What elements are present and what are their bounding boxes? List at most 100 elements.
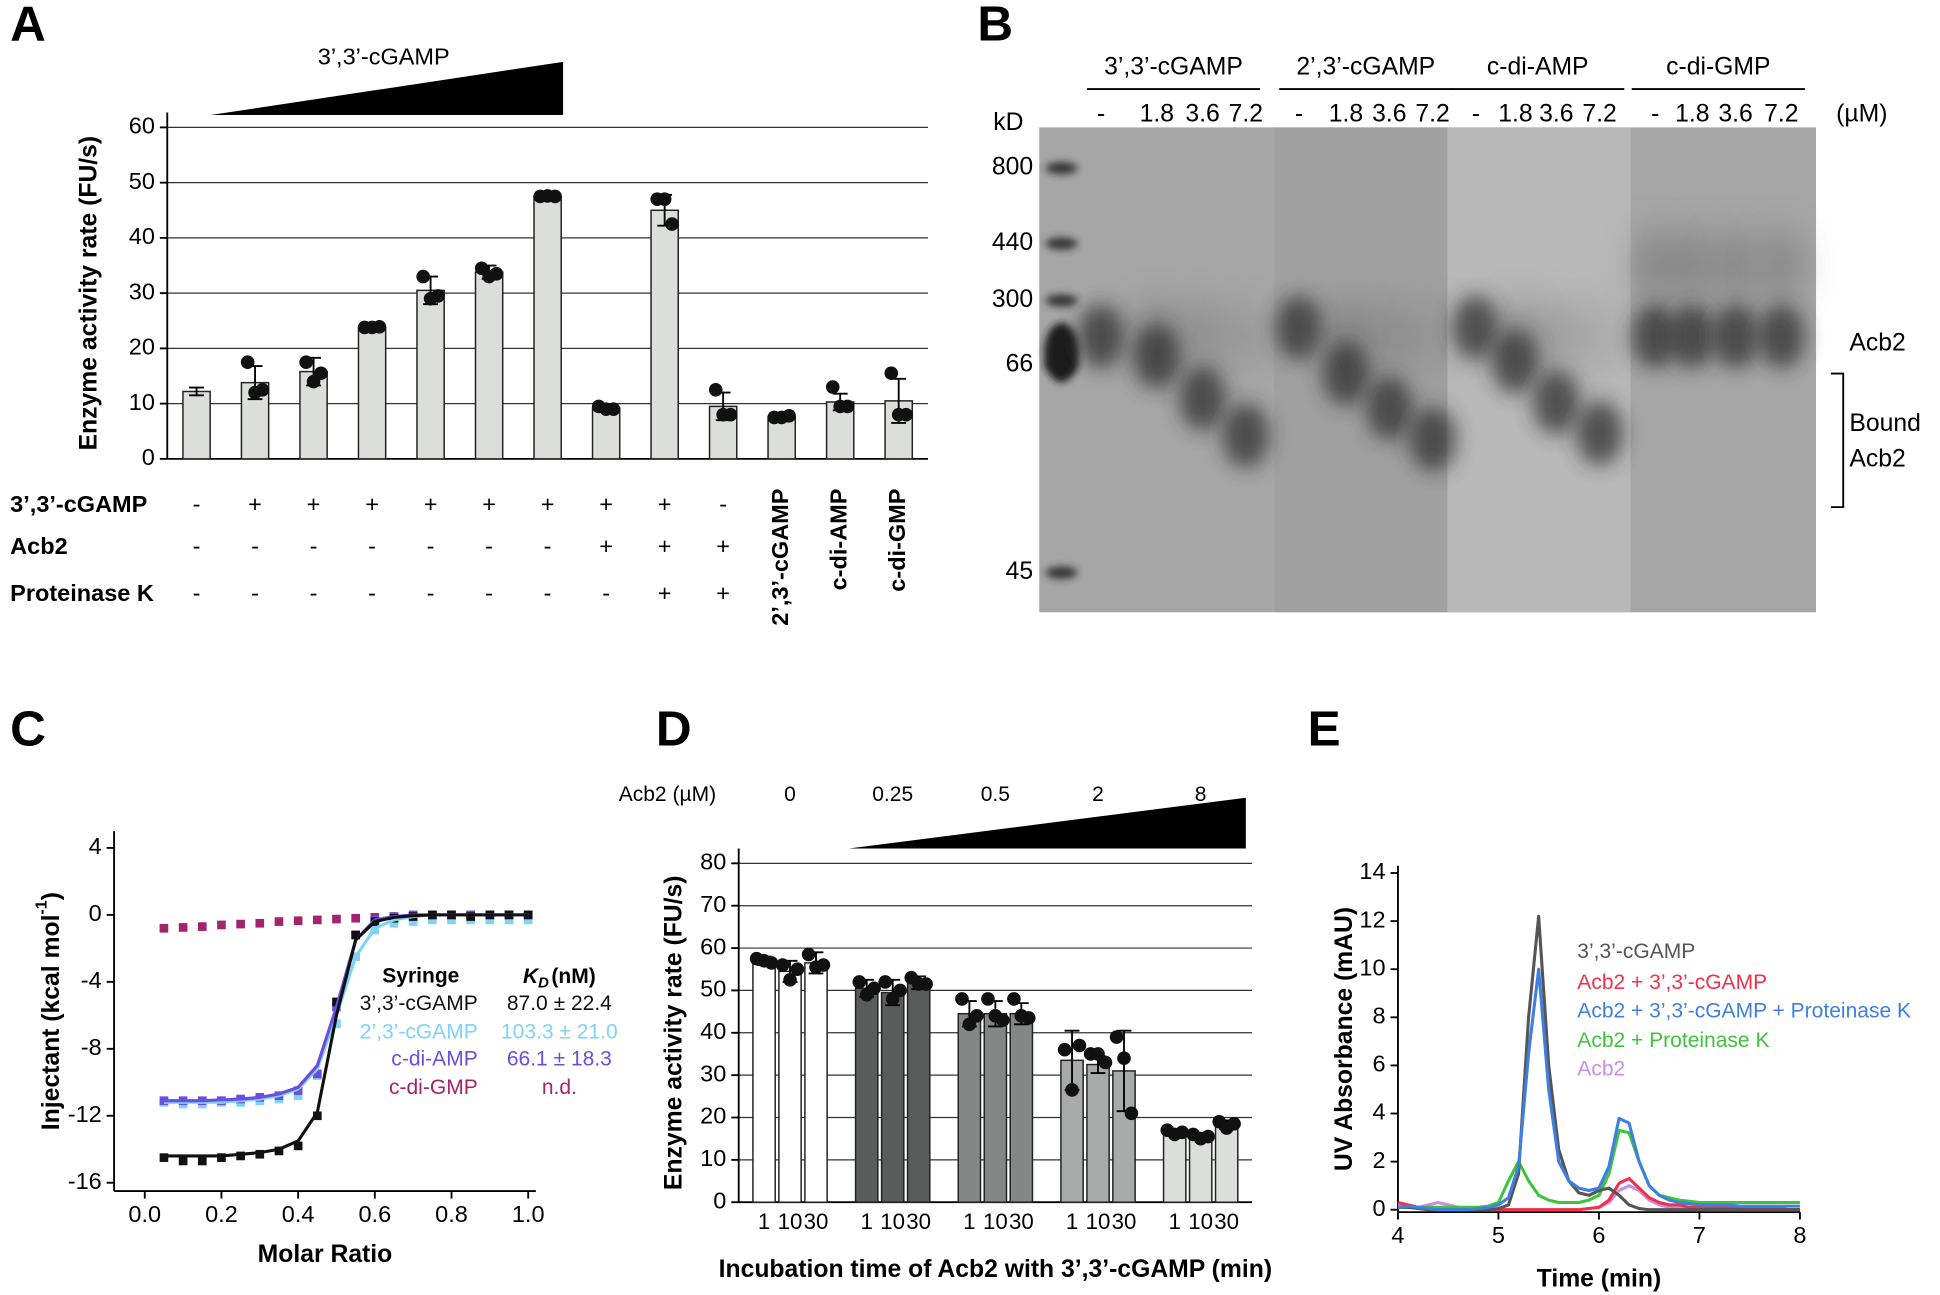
data-point — [431, 289, 445, 303]
data-point — [867, 981, 881, 996]
bar — [957, 1012, 982, 1203]
y-tick-label: 8 — [1373, 1003, 1386, 1029]
data-point — [606, 402, 621, 416]
condition-value: - — [193, 580, 201, 606]
y-axis-label: Enzyme activity rate (FU/s) — [75, 136, 102, 451]
y-tick-label: 60 — [700, 933, 726, 959]
gel-band — [1222, 403, 1270, 468]
data-point — [1124, 1106, 1139, 1121]
gel-band — [1365, 376, 1413, 441]
y-axis-label-text: UV Absorbance (mAU) — [1330, 907, 1357, 1171]
gel-band — [1712, 304, 1760, 369]
condition-label: 3’,3’-cGAMP — [10, 491, 147, 517]
condition-value: - — [193, 491, 201, 517]
marker-label: 66 — [1006, 350, 1033, 377]
legend-kd: 87.0 ± 22.4 — [507, 992, 612, 1015]
data-point — [159, 923, 169, 933]
group-label: 3’,3’-cGAMP — [1104, 54, 1243, 81]
data-point — [801, 947, 816, 962]
legend-entry: 2’,3’-cGAMP — [360, 1020, 478, 1043]
y-tick-label: -8 — [81, 1034, 102, 1060]
data-point — [816, 958, 831, 972]
lane-label: - — [1472, 101, 1480, 128]
condition-value: - — [310, 580, 318, 606]
data-point — [523, 910, 533, 920]
gel-smear — [1577, 299, 1622, 374]
bound-label: Acb2 — [1849, 446, 1905, 473]
band-label: Acb2 — [1849, 329, 1905, 356]
bar — [804, 962, 828, 1203]
ligand-label: 2’,3’-cGAMP — [767, 489, 793, 626]
lane-label: 7.2 — [1415, 101, 1449, 128]
x-tick-label: 4 — [1391, 1222, 1404, 1248]
data-point — [197, 1156, 207, 1166]
gel-smear — [1635, 228, 1676, 304]
gel-smear — [1534, 299, 1579, 374]
data-point — [723, 407, 738, 422]
group-label: 2’,3’-cGAMP — [1296, 54, 1435, 81]
unit-label: (µM) — [1836, 101, 1887, 128]
bar — [182, 390, 211, 460]
data-point — [1057, 1042, 1072, 1057]
y-tick-label: 2 — [1373, 1147, 1386, 1173]
bar — [474, 271, 504, 460]
y-tick-label: -16 — [68, 1168, 102, 1194]
marker-title: kD — [993, 109, 1023, 136]
data-point — [314, 366, 328, 381]
data-point — [1109, 1030, 1124, 1044]
lane-label: 3.6 — [1539, 101, 1573, 128]
data-point — [299, 355, 313, 369]
y-tick-label: 60 — [129, 113, 155, 139]
condition-value: - — [427, 580, 435, 606]
condition-value: + — [599, 533, 613, 559]
bracket — [1830, 372, 1845, 509]
condition-value: + — [365, 491, 379, 517]
x-tick-label: 0.6 — [358, 1201, 391, 1227]
marker-band — [1045, 237, 1078, 250]
lane-label: 1.8 — [1329, 101, 1363, 128]
condition-value: - — [544, 533, 552, 559]
condition-value: - — [719, 491, 727, 517]
gel-smear — [1410, 299, 1455, 374]
data-point — [466, 912, 476, 921]
data-point — [825, 380, 840, 394]
condition-value: - — [368, 533, 376, 559]
condition-value: + — [658, 580, 672, 606]
data-point — [884, 366, 899, 381]
y-tick-label: 30 — [700, 1060, 726, 1086]
gel-band — [1179, 366, 1227, 431]
legend-entry: c-di-AMP — [391, 1048, 477, 1071]
y-axis-label-text: Enzyme activity rate (FU/s) — [660, 875, 687, 1190]
x-axis-label: Time (min) — [1537, 1266, 1662, 1293]
data-line — [1397, 967, 1800, 1212]
x-tick-label: 1.0 — [512, 1201, 545, 1227]
marker-band — [1045, 294, 1078, 307]
x-axis-label: Molar Ratio — [258, 1241, 393, 1268]
data-point — [332, 1019, 341, 1029]
data-point — [293, 1086, 303, 1095]
data-point — [878, 975, 893, 989]
data-point — [1021, 1011, 1036, 1025]
condition-value: - — [251, 533, 259, 559]
gel-smear — [1761, 228, 1802, 304]
data-point — [764, 956, 779, 970]
gel-band — [1275, 295, 1323, 360]
data-point — [197, 922, 207, 931]
condition-value: - — [544, 580, 552, 606]
y-axis-label: UV Absorbance (mAU) — [1330, 907, 1357, 1171]
condition-value: - — [193, 533, 201, 559]
data-point — [351, 913, 360, 923]
fit-line — [163, 913, 529, 1158]
data-point — [489, 266, 504, 281]
legend-entry: Acb2 + Proteinase K — [1577, 1029, 1769, 1052]
legend-kd: 66.1 ± 18.3 — [507, 1048, 612, 1071]
gel-band — [1668, 304, 1716, 369]
ramp-label: 3’,3’-cGAMP — [318, 43, 450, 69]
lane-label: 1.8 — [1140, 101, 1174, 128]
condition-value: - — [310, 533, 318, 559]
x-tick-label: 8 — [1793, 1222, 1806, 1248]
y-tick-label: 40 — [129, 223, 155, 249]
lane-label: 3.6 — [1185, 101, 1219, 128]
